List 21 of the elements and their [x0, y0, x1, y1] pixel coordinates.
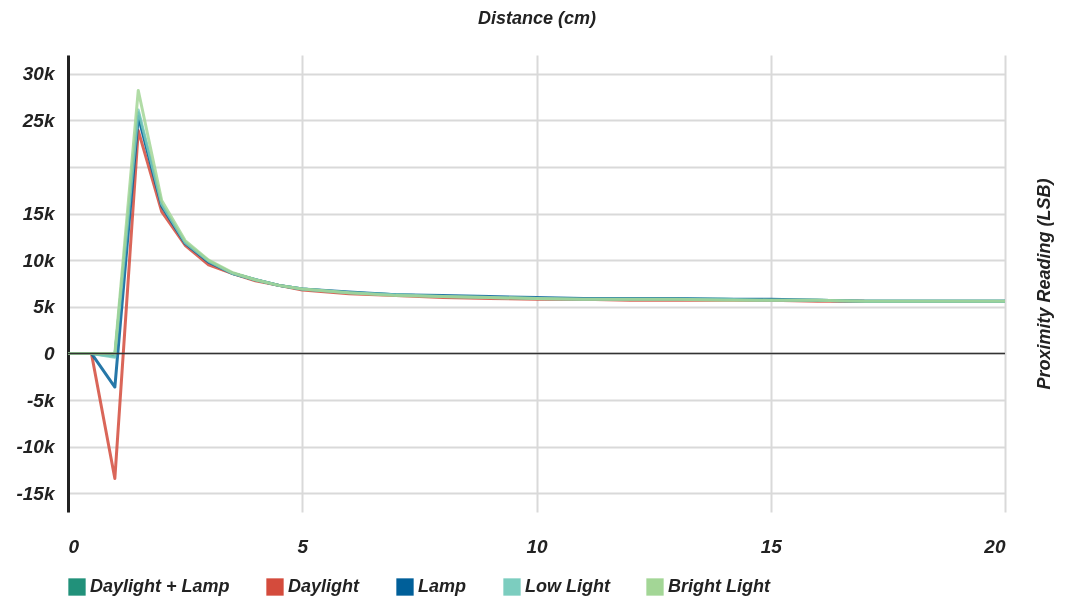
legend-label: Lamp [418, 576, 467, 596]
y-tick-label: 25k [21, 109, 56, 131]
x-tick-label: 5 [297, 535, 309, 557]
legend-label: Low Light [525, 576, 611, 596]
y-tick-label: -5k [27, 389, 56, 411]
y-tick-label: 30k [22, 63, 56, 85]
y-tick-label: 0 [43, 342, 55, 364]
legend-label: Daylight + Lamp [90, 576, 230, 596]
legend-label: Bright Light [668, 576, 771, 596]
legend-label: Daylight [288, 576, 361, 596]
x-tick-label: 15 [760, 535, 783, 557]
y-tick-label: -10k [16, 436, 56, 458]
y-tick-label: -15k [16, 482, 56, 504]
x-tick-label: 20 [983, 535, 1006, 557]
y-tick-label: 5k [33, 296, 56, 318]
y-axis-title: Proximity Reading (LSB) [1033, 178, 1054, 390]
y-tick-label: 15k [22, 203, 56, 225]
y-tick-label: 10k [22, 249, 56, 271]
x-tick-label: 0 [68, 535, 80, 557]
x-tick-label: 10 [526, 535, 548, 557]
x-axis-title: Distance (cm) [477, 7, 597, 28]
